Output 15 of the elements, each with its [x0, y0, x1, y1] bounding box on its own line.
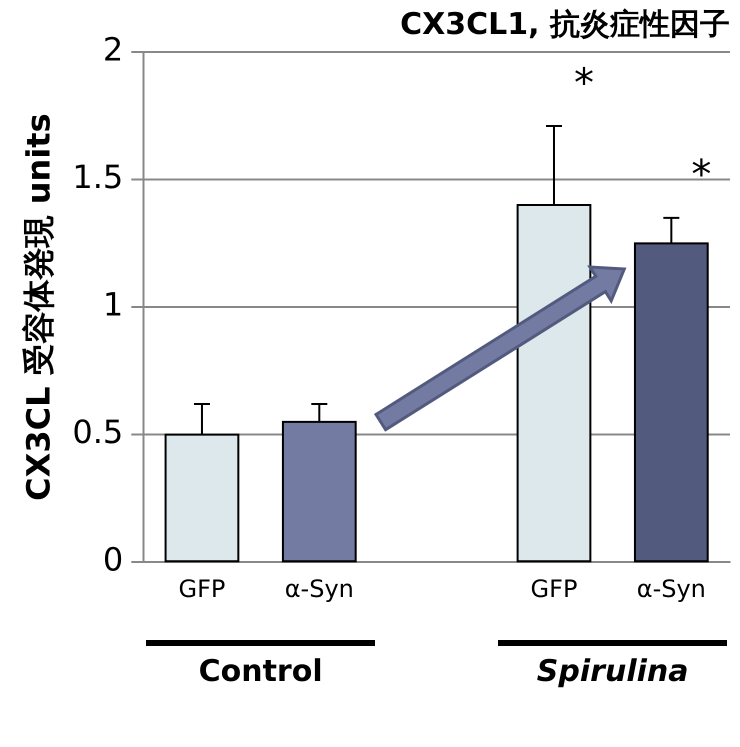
chart-title: CX3CL1, 抗炎症性因子	[400, 6, 730, 42]
x-tick-label: α-Syn	[284, 574, 354, 603]
x-tick-label: GFP	[178, 574, 226, 603]
y-tick-label: 0	[102, 540, 124, 579]
y-tick-label: 1.5	[72, 158, 124, 196]
y-axis-title: CX3CL 受容体発現 units	[20, 113, 58, 501]
x-tick-label: α-Syn	[636, 574, 706, 603]
annotation: *	[574, 60, 594, 106]
y-tick-label: 2	[102, 30, 124, 68]
y-tick-label: 1	[102, 285, 124, 324]
x-tick-label: GFP	[530, 574, 578, 603]
annotation: *	[691, 152, 712, 198]
y-tick-label: 0.5	[72, 412, 124, 451]
text: Control	[198, 654, 324, 690]
text: Spirulina	[536, 654, 690, 690]
